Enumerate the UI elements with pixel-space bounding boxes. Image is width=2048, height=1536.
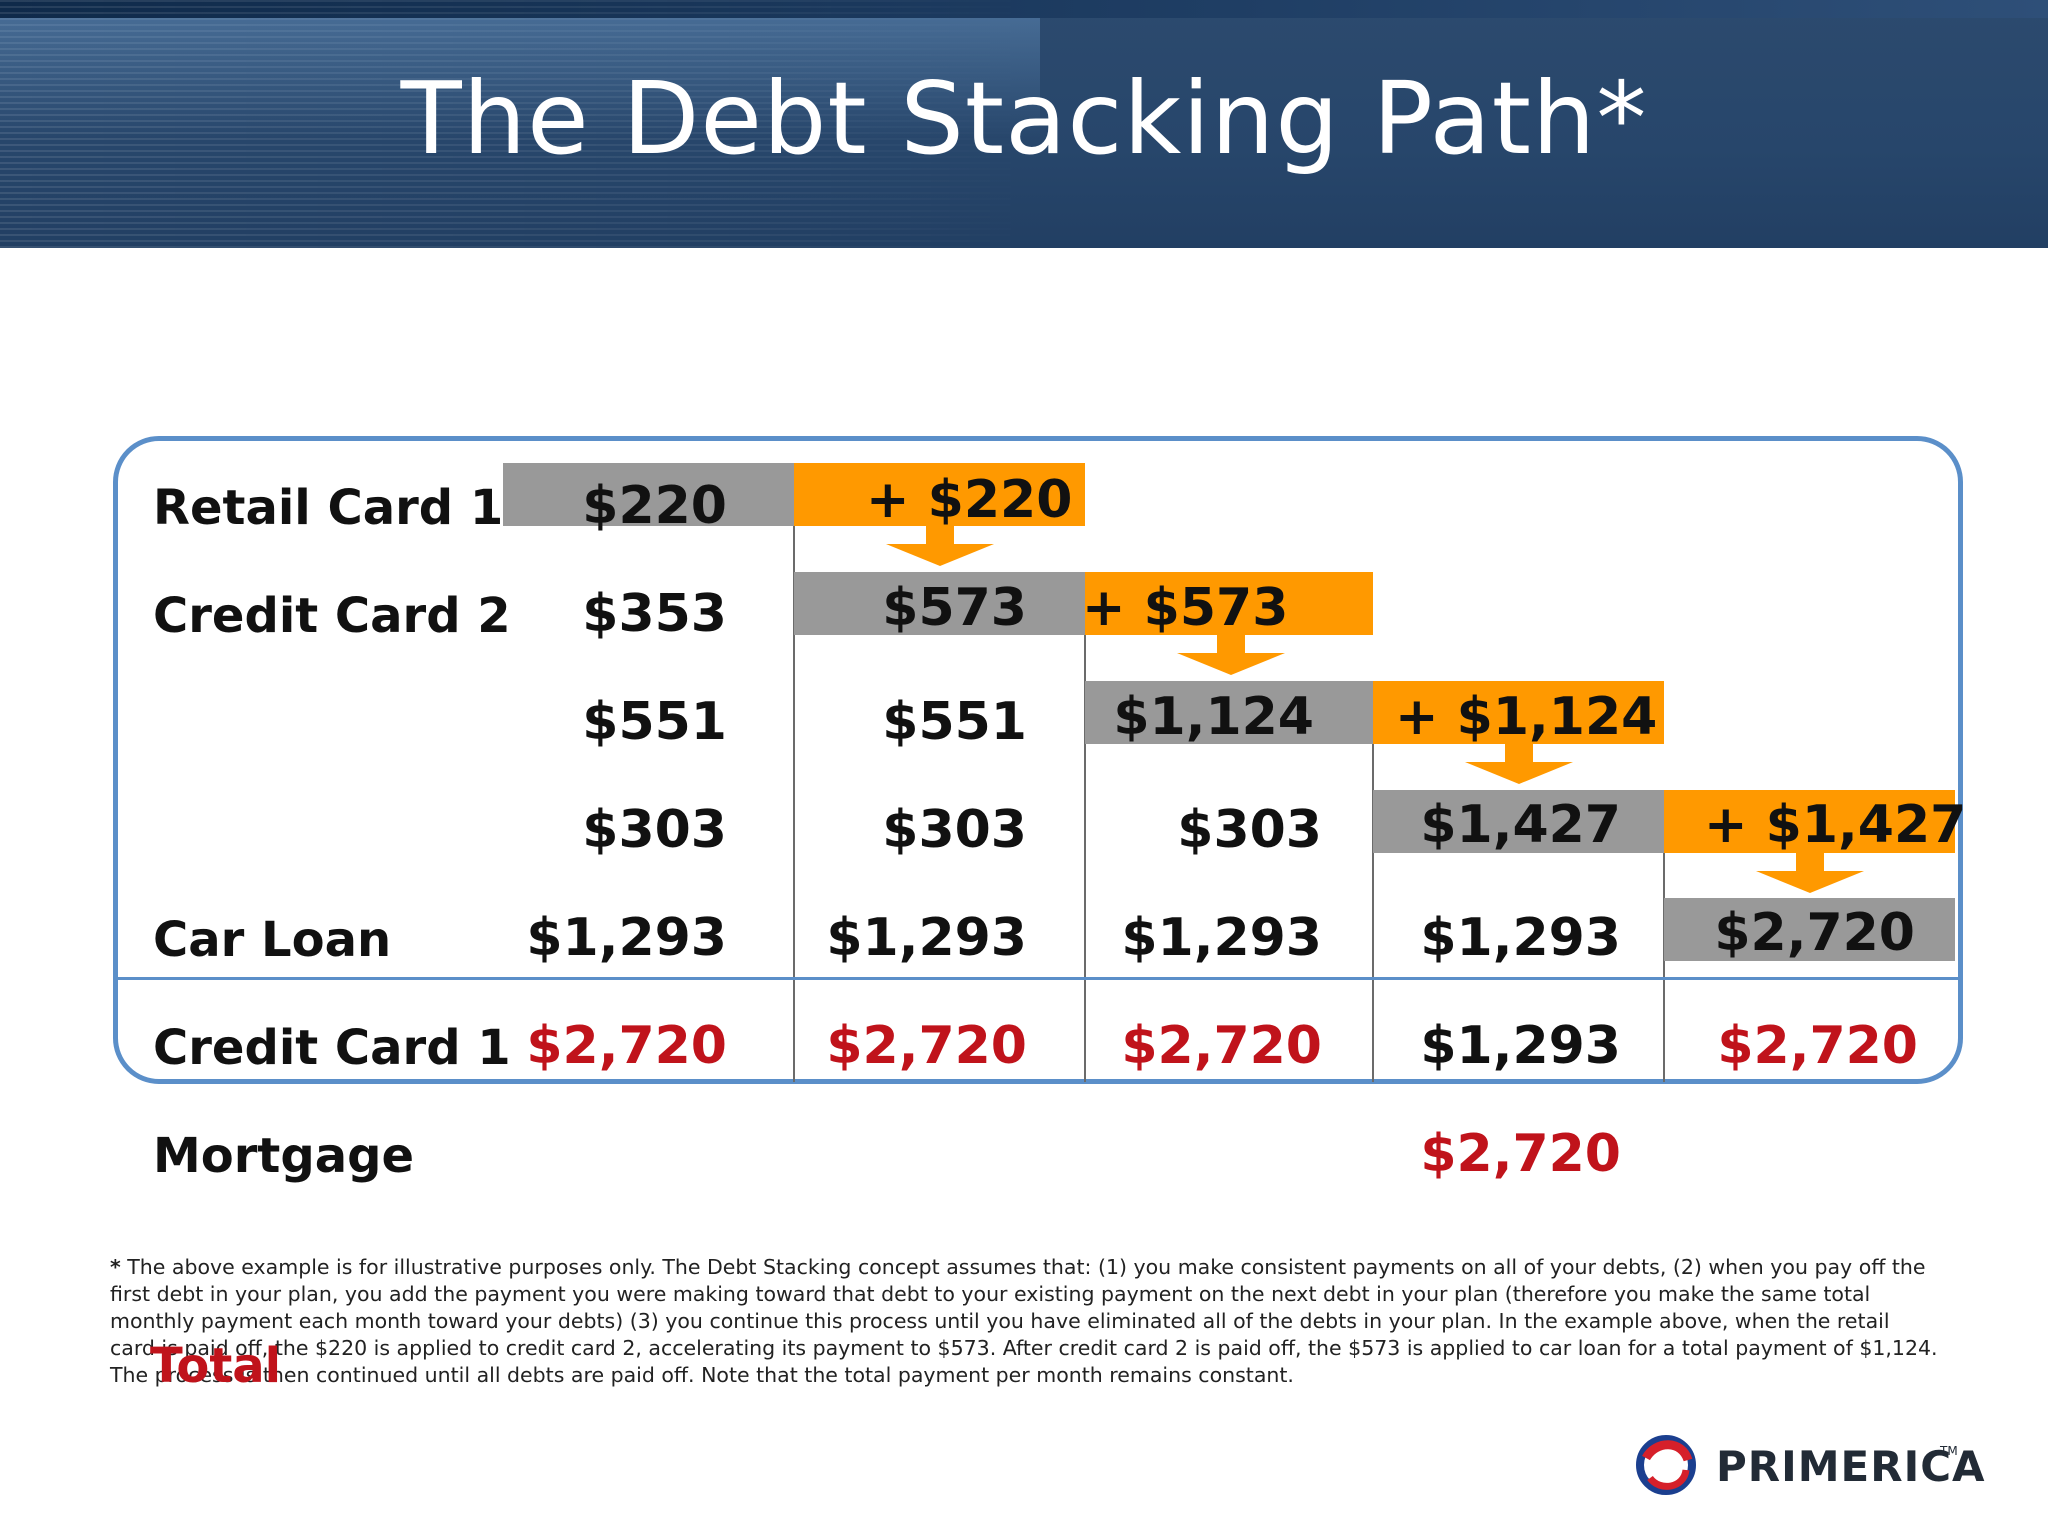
- table-cell: $220: [582, 476, 727, 536]
- table-cell: $353: [582, 584, 727, 644]
- down-arrow-icon: [886, 544, 994, 566]
- table-cell: $573: [882, 578, 1027, 638]
- total-overlay-label: Total: [150, 1338, 282, 1394]
- table-cell: $1,293: [826, 908, 1027, 968]
- row-label-credit-card-2: Credit Card 2: [153, 588, 511, 644]
- logo-wordmark: PRIMERICA: [1716, 1442, 1986, 1491]
- increment-box-573: [1085, 572, 1373, 635]
- table-cell: $1,124: [1113, 687, 1314, 747]
- primerica-logo-icon: [1636, 1435, 1696, 1495]
- table-cell: $1,293: [1420, 1016, 1621, 1076]
- paid-off-box-retail: [503, 463, 794, 526]
- row-label-car-loan: Car Loan: [153, 912, 392, 968]
- paid-off-box-row4: [1373, 790, 1664, 853]
- arrow-stem: [1796, 853, 1824, 871]
- table-cell: $303: [1177, 800, 1322, 860]
- down-arrow-icon: [1177, 653, 1285, 675]
- paid-off-box-car-loan: [1664, 898, 1955, 961]
- logo-trademark: TM: [1940, 1444, 1958, 1458]
- down-arrow-icon: [1756, 871, 1864, 893]
- header-banner: [0, 0, 2048, 248]
- table-cell: $551: [582, 692, 727, 752]
- table-cell: $303: [882, 800, 1027, 860]
- increment-box-220: [794, 463, 1085, 526]
- total-divider: [118, 977, 1958, 980]
- table-cell: $2,720: [1714, 903, 1915, 963]
- table-cell: $1,427: [1420, 795, 1621, 855]
- increment-label: + $220: [866, 470, 1073, 530]
- footnote-text: The above example is for illustrative pu…: [110, 1255, 1938, 1387]
- table-cell-total: $2,720: [526, 1016, 727, 1076]
- arrow-stem: [926, 526, 954, 544]
- header-glow: [0, 18, 1040, 138]
- increment-label: + $1,427: [1704, 795, 1967, 855]
- arrow-stem: [1217, 635, 1245, 653]
- page-title: The Debt Stacking Path*: [400, 60, 1648, 177]
- table-cell-total: $2,720: [826, 1016, 1027, 1076]
- paid-off-box-card2: [794, 572, 1085, 635]
- increment-label: + $1,124: [1395, 687, 1658, 747]
- table-cell: $303: [582, 800, 727, 860]
- footnote: * The above example is for illustrative …: [110, 1254, 1940, 1389]
- table-cell: $1,293: [1420, 908, 1621, 968]
- increment-label: + $573: [1082, 578, 1289, 638]
- arrow-stem: [1505, 744, 1533, 762]
- table-cell-mortgage: $2,720: [1420, 1124, 1621, 1184]
- row-label-retail-card-1: Retail Card 1: [153, 480, 504, 536]
- table-cell: $551: [882, 692, 1027, 752]
- table-cell-total: $2,720: [1121, 1016, 1322, 1076]
- footnote-marker: *: [110, 1255, 121, 1279]
- header-top-strip: [0, 0, 2048, 18]
- column-divider: [793, 468, 795, 1082]
- table-cell: $1,293: [1121, 908, 1322, 968]
- row-label-credit-card-1: Credit Card 1: [153, 1020, 511, 1076]
- down-arrow-icon: [1465, 762, 1573, 784]
- column-divider: [1372, 684, 1374, 1082]
- paid-off-box-row3: [1085, 681, 1373, 744]
- row-label-mortgage: Mortgage: [153, 1128, 415, 1184]
- table-frame: [113, 436, 1963, 1084]
- increment-box-1427: [1664, 790, 1955, 853]
- table-cell: $1,293: [526, 908, 727, 968]
- table-cell-total: $2,720: [1717, 1016, 1918, 1076]
- increment-box-1124: [1373, 681, 1664, 744]
- column-divider: [1084, 575, 1086, 1082]
- header-stripes: [0, 0, 1040, 248]
